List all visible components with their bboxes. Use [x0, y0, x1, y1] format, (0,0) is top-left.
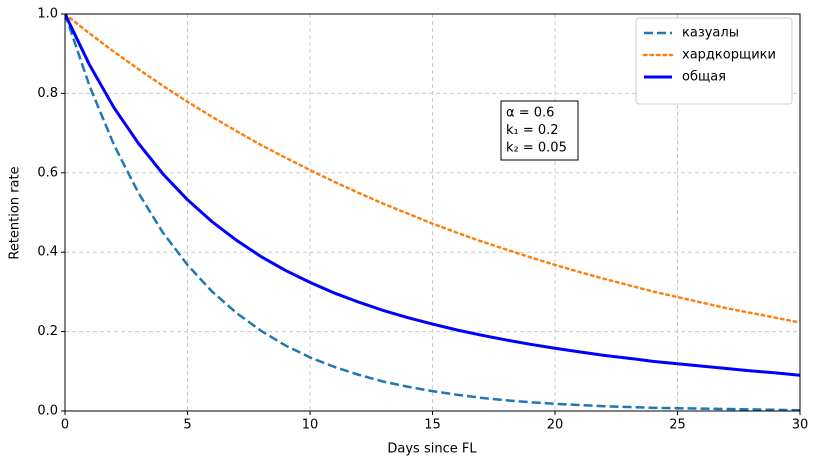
y-tick-label: 0.6	[37, 165, 58, 180]
series-line	[65, 14, 800, 377]
x-axis-label: Days since FL	[387, 442, 477, 457]
legend-label: хардкорщики	[682, 48, 776, 63]
y-tick-label: 0.0	[37, 404, 58, 419]
y-axis-label: Retention rate	[8, 166, 23, 259]
x-tick-label: 5	[183, 418, 191, 433]
legend-label: казуалы	[682, 26, 739, 41]
series-line	[65, 14, 800, 324]
annotation-text: k₁ = 0.2	[506, 123, 559, 138]
y-tick-label: 1.0	[37, 7, 58, 22]
y-tick-label: 0.2	[37, 324, 58, 339]
x-tick-label: 15	[424, 418, 441, 433]
annotation-text: k₂ = 0.05	[506, 141, 567, 156]
legend-box	[635, 17, 793, 105]
x-tick-label: 25	[669, 418, 686, 433]
series-line	[65, 14, 800, 411]
legend-label: общая	[682, 70, 726, 85]
plot-frame	[64, 13, 801, 412]
x-tick-label: 20	[547, 418, 564, 433]
annotation-text: α = 0.6	[506, 106, 554, 121]
annotation-box	[500, 100, 579, 161]
x-tick-label: 0	[61, 418, 69, 433]
x-tick-label: 30	[792, 418, 809, 433]
y-tick-label: 0.4	[37, 245, 58, 260]
x-tick-label: 10	[302, 418, 319, 433]
y-tick-label: 0.8	[37, 86, 58, 101]
